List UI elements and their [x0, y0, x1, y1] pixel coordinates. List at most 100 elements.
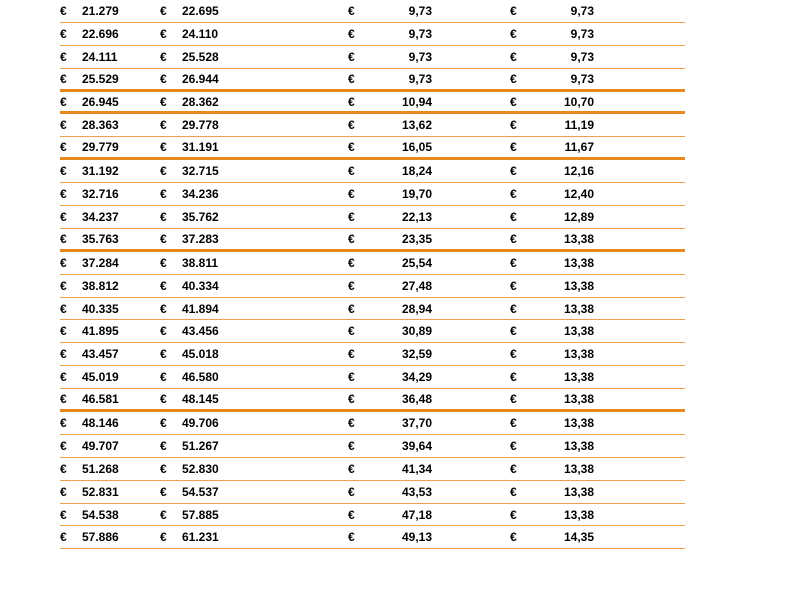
- col-d-currency: €: [510, 118, 530, 132]
- col-d-currency: €: [510, 370, 530, 384]
- col-d-currency: €: [510, 256, 530, 270]
- col-b-value: 25.528: [182, 50, 260, 64]
- table-row: € 25.529€ 26.944€9,73€9,73: [60, 69, 685, 92]
- col-c-value: 32,59: [368, 347, 438, 361]
- col-b-currency: €: [160, 530, 182, 544]
- table-row: € 34.237€ 35.762€22,13€12,89: [60, 206, 685, 229]
- col-b-value: 41.894: [182, 302, 260, 316]
- col-c-currency: €: [348, 370, 368, 384]
- col-c-currency: €: [348, 256, 368, 270]
- col-d-value: 9,73: [530, 27, 600, 41]
- col-b-currency: €: [160, 140, 182, 154]
- col-b-currency: €: [160, 50, 182, 64]
- col-b-value: 43.456: [182, 324, 260, 338]
- table-row: € 37.284€ 38.811€25,54€13,38: [60, 252, 685, 275]
- col-c-value: 9,73: [368, 72, 438, 86]
- col-c-currency: €: [348, 187, 368, 201]
- col-c-value: 23,35: [368, 232, 438, 246]
- col-d-value: 9,73: [530, 4, 600, 18]
- pricing-table: € 21.279€ 22.695€9,73€9,73€ 22.696€ 24.1…: [60, 0, 685, 549]
- col-d-value: 13,38: [530, 439, 600, 453]
- table-row: € 29.779€ 31.191€16,05€11,67: [60, 137, 685, 160]
- col-d-value: 12,89: [530, 210, 600, 224]
- col-b-currency: €: [160, 485, 182, 499]
- table-row: € 48.146€ 49.706€37,70€13,38: [60, 412, 685, 435]
- col-c-value: 16,05: [368, 140, 438, 154]
- col-d-value: 9,73: [530, 72, 600, 86]
- col-b-currency: €: [160, 72, 182, 86]
- col-d-currency: €: [510, 347, 530, 361]
- table-row: € 21.279€ 22.695€9,73€9,73: [60, 0, 685, 23]
- col-a-currency: €: [60, 4, 82, 18]
- col-a-currency: €: [60, 118, 82, 132]
- col-c-value: 9,73: [368, 27, 438, 41]
- col-a-value: 37.284: [82, 256, 160, 270]
- col-a-currency: €: [60, 347, 82, 361]
- col-c-value: 19,70: [368, 187, 438, 201]
- table-row: € 32.716€ 34.236€19,70€12,40: [60, 183, 685, 206]
- col-c-value: 37,70: [368, 416, 438, 430]
- col-a-currency: €: [60, 324, 82, 338]
- col-d-currency: €: [510, 95, 530, 109]
- col-c-currency: €: [348, 439, 368, 453]
- col-c-currency: €: [348, 164, 368, 178]
- col-c-value: 9,73: [368, 4, 438, 18]
- col-d-currency: €: [510, 140, 530, 154]
- col-b-value: 40.334: [182, 279, 260, 293]
- col-a-currency: €: [60, 72, 82, 86]
- col-d-currency: €: [510, 416, 530, 430]
- col-d-currency: €: [510, 210, 530, 224]
- col-d-currency: €: [510, 508, 530, 522]
- col-d-value: 13,38: [530, 347, 600, 361]
- col-d-currency: €: [510, 279, 530, 293]
- col-c-value: 9,73: [368, 50, 438, 64]
- col-a-value: 51.268: [82, 462, 160, 476]
- col-a-value: 46.581: [82, 392, 160, 406]
- col-a-value: 43.457: [82, 347, 160, 361]
- col-d-currency: €: [510, 187, 530, 201]
- col-b-value: 22.695: [182, 4, 260, 18]
- col-a-value: 41.895: [82, 324, 160, 338]
- col-c-currency: €: [348, 508, 368, 522]
- col-a-currency: €: [60, 392, 82, 406]
- col-d-value: 9,73: [530, 50, 600, 64]
- col-b-currency: €: [160, 462, 182, 476]
- table-row: € 51.268€ 52.830€41,34€13,38: [60, 458, 685, 481]
- col-a-value: 22.696: [82, 27, 160, 41]
- col-a-value: 38.812: [82, 279, 160, 293]
- col-a-currency: €: [60, 50, 82, 64]
- col-a-value: 40.335: [82, 302, 160, 316]
- col-b-value: 46.580: [182, 370, 260, 384]
- col-a-currency: €: [60, 95, 82, 109]
- col-b-value: 26.944: [182, 72, 260, 86]
- col-c-value: 13,62: [368, 118, 438, 132]
- col-b-currency: €: [160, 118, 182, 132]
- col-b-currency: €: [160, 210, 182, 224]
- col-a-currency: €: [60, 140, 82, 154]
- col-c-currency: €: [348, 324, 368, 338]
- col-a-currency: €: [60, 508, 82, 522]
- col-d-value: 13,38: [530, 370, 600, 384]
- col-b-value: 49.706: [182, 416, 260, 430]
- col-c-value: 25,54: [368, 256, 438, 270]
- col-a-value: 52.831: [82, 485, 160, 499]
- col-c-currency: €: [348, 392, 368, 406]
- col-a-currency: €: [60, 530, 82, 544]
- col-c-value: 34,29: [368, 370, 438, 384]
- col-b-currency: €: [160, 347, 182, 361]
- table-row: € 49.707€ 51.267€39,64€13,38: [60, 435, 685, 458]
- col-d-currency: €: [510, 72, 530, 86]
- col-c-currency: €: [348, 279, 368, 293]
- col-a-value: 35.763: [82, 232, 160, 246]
- col-b-currency: €: [160, 370, 182, 384]
- col-b-currency: €: [160, 27, 182, 41]
- col-b-currency: €: [160, 324, 182, 338]
- col-a-currency: €: [60, 279, 82, 293]
- col-c-currency: €: [348, 50, 368, 64]
- col-d-value: 11,67: [530, 140, 600, 154]
- col-b-value: 32.715: [182, 164, 260, 178]
- col-d-currency: €: [510, 439, 530, 453]
- col-b-value: 48.145: [182, 392, 260, 406]
- col-d-value: 11,19: [530, 118, 600, 132]
- col-c-currency: €: [348, 118, 368, 132]
